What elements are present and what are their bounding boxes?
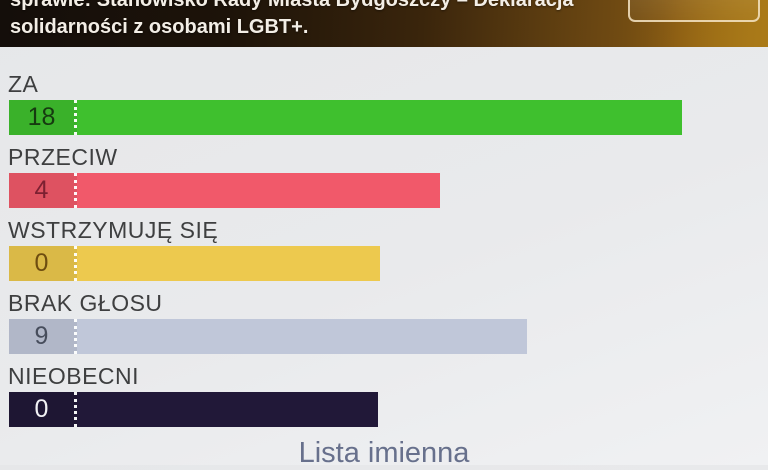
vote-bar: 4: [9, 173, 440, 208]
header: sprawie: Stanowisko Rady Miasta Bydgoszc…: [0, 0, 768, 47]
vote-count: 9: [34, 322, 49, 350]
vote-count-segment: 0: [9, 392, 77, 427]
vote-count: 4: [34, 176, 49, 204]
vote-bar: 9: [9, 319, 527, 354]
vote-bar-fill: [77, 319, 527, 354]
vote-row: BRAK GŁOSU 9: [0, 290, 768, 354]
vote-results: ZA 18 PRZECIW 4 WSTRZYMUJĘ SIĘ 0 BRAK GŁ…: [0, 47, 768, 436]
vote-bar-fill: [77, 100, 682, 135]
vote-row: ZA 18: [0, 71, 768, 135]
vote-bar: 0: [9, 246, 380, 281]
header-title-line1: sprawie: Stanowisko Rady Miasta Bydgoszc…: [10, 0, 574, 11]
vote-row: WSTRZYMUJĘ SIĘ 0: [0, 217, 768, 281]
vote-bar-fill: [77, 246, 380, 281]
vote-category-label: NIEOBECNI: [8, 363, 140, 389]
vote-bar-fill: [77, 392, 378, 427]
vote-bar: 18: [9, 100, 682, 135]
vote-count-segment: 9: [9, 319, 77, 354]
vote-count-segment: 4: [9, 173, 77, 208]
vote-bar: 0: [9, 392, 378, 427]
vote-count: 18: [27, 103, 56, 131]
vote-category-label: WSTRZYMUJĘ SIĘ: [8, 217, 219, 243]
vote-count: 0: [34, 395, 49, 423]
vote-count: 0: [34, 249, 49, 277]
vote-category-label: PRZECIW: [8, 144, 118, 170]
name-list-link[interactable]: Lista imienna: [298, 437, 470, 469]
vote-row: PRZECIW 4: [0, 144, 768, 208]
vote-count-segment: 0: [9, 246, 77, 281]
vote-category-label: BRAK GŁOSU: [8, 290, 163, 316]
header-title: sprawie: Stanowisko Rady Miasta Bydgoszc…: [10, 0, 620, 41]
vote-bar-fill: [77, 173, 440, 208]
header-button[interactable]: [628, 0, 760, 22]
header-title-line2: solidarności z osobami LGBT+.: [10, 16, 309, 38]
vote-category-label: ZA: [8, 71, 39, 97]
vote-count-segment: 18: [9, 100, 77, 135]
vote-row: NIEOBECNI 0: [0, 363, 768, 427]
